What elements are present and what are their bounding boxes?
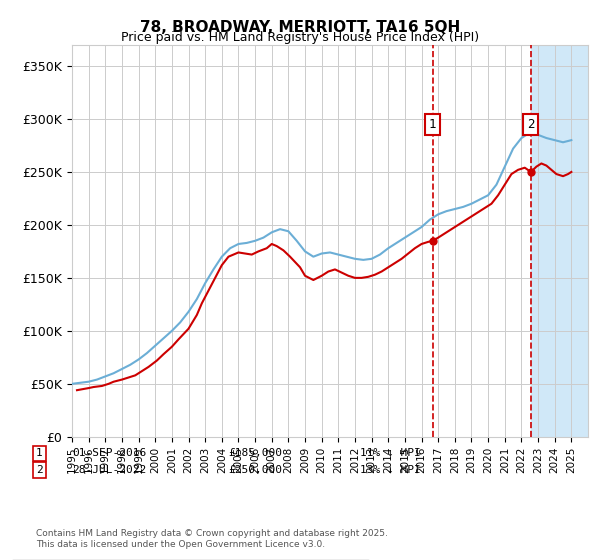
Text: £250,000: £250,000 [228,465,282,475]
Text: 01-SEP-2016: 01-SEP-2016 [72,449,146,459]
Text: Contains HM Land Registry data © Crown copyright and database right 2025.
This d: Contains HM Land Registry data © Crown c… [36,529,388,549]
Text: 78, BROADWAY, MERRIOTT, TA16 5QH: 78, BROADWAY, MERRIOTT, TA16 5QH [140,20,460,35]
Text: 28-JUL-2022: 28-JUL-2022 [72,465,146,475]
Text: 1: 1 [429,118,436,130]
Text: £185,000: £185,000 [228,449,282,459]
Text: 13% ↓ HPI: 13% ↓ HPI [360,465,421,475]
Text: 2: 2 [527,118,535,130]
Bar [531,45,588,437]
Text: 2: 2 [36,465,43,475]
Text: 1: 1 [36,449,43,459]
Text: 11% ↓ HPI: 11% ↓ HPI [360,449,421,459]
Text: Price paid vs. HM Land Registry's House Price Index (HPI): Price paid vs. HM Land Registry's House … [121,31,479,44]
